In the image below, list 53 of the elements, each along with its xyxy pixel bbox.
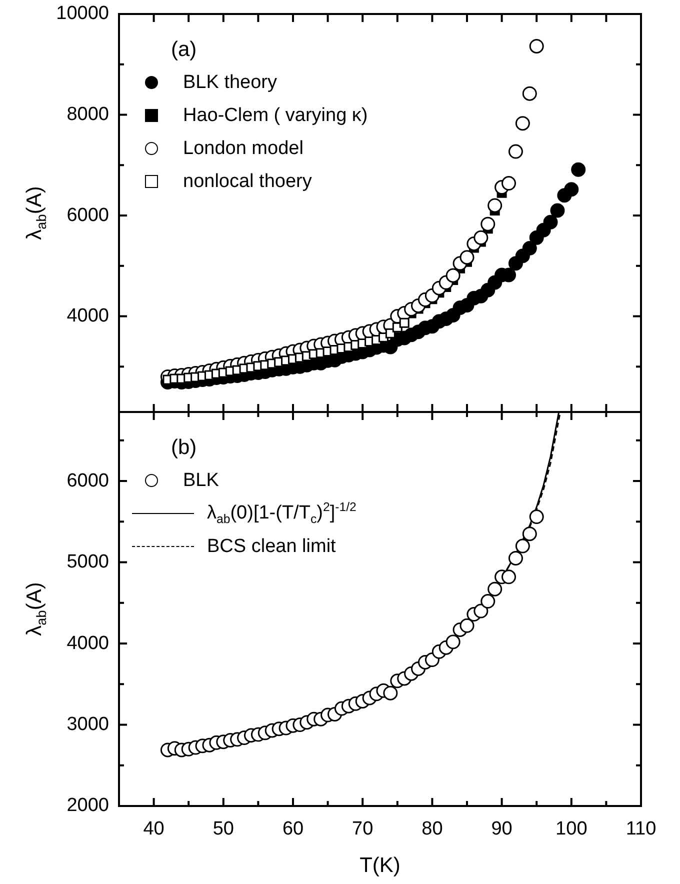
point <box>564 182 579 197</box>
point <box>515 538 530 554</box>
y-tick-label: 3000 <box>66 714 109 735</box>
point <box>522 526 537 542</box>
x-tick-label: 60 <box>282 818 304 840</box>
legend-label: BCS clean limit <box>207 536 336 557</box>
x-tick-label: 80 <box>422 818 443 840</box>
point <box>446 634 460 650</box>
point <box>515 116 530 131</box>
y-tick-label: 4000 <box>66 306 109 327</box>
legend-label: BLK theory <box>183 72 277 93</box>
point <box>502 176 516 191</box>
legend-label: Hao-Clem ( varying κ) <box>183 105 368 126</box>
y-tick-label: 8000 <box>66 104 109 125</box>
x-tick-label: 100 <box>556 818 588 840</box>
y-tick-label: 6000 <box>66 470 109 492</box>
y-tick-label: 10000 <box>56 3 109 24</box>
point <box>399 318 410 328</box>
point <box>550 203 565 218</box>
point <box>508 144 523 159</box>
x-tick-label: 50 <box>212 818 234 840</box>
point <box>502 570 516 584</box>
legend-label: nonlocal thoery <box>183 171 312 192</box>
legend-label: BLK <box>183 470 219 491</box>
legend-label: London model <box>183 138 304 159</box>
point <box>571 162 586 177</box>
y-tick-label: 5000 <box>66 552 109 573</box>
x-tick-label: 90 <box>491 818 512 840</box>
x-tick-label: 70 <box>352 818 374 840</box>
point <box>543 214 558 230</box>
point <box>522 86 537 101</box>
x-tick-label: 110 <box>626 818 656 840</box>
y-tick-label: 2000 <box>66 795 109 816</box>
point <box>383 686 398 700</box>
point <box>480 216 496 232</box>
point <box>385 328 396 338</box>
point <box>529 38 544 54</box>
point <box>488 198 502 213</box>
point <box>474 604 488 618</box>
y-tick-label: 4000 <box>66 632 109 654</box>
x-tick-label: 40 <box>143 818 164 840</box>
point <box>474 230 488 245</box>
legend-label: λ$_{ab}$(0)[1-(T/T$_{c}$)$^{2}$]$^{-1/2}$ <box>207 500 356 526</box>
annotation: (b) <box>171 436 197 459</box>
point <box>522 241 537 256</box>
y-tick-label: 6000 <box>66 204 109 226</box>
point <box>508 550 523 566</box>
x-axis-title: T(K) <box>360 854 400 878</box>
point <box>488 582 502 596</box>
annotation: (a) <box>171 38 197 61</box>
point <box>529 510 544 524</box>
point <box>480 594 496 609</box>
point <box>460 618 474 633</box>
